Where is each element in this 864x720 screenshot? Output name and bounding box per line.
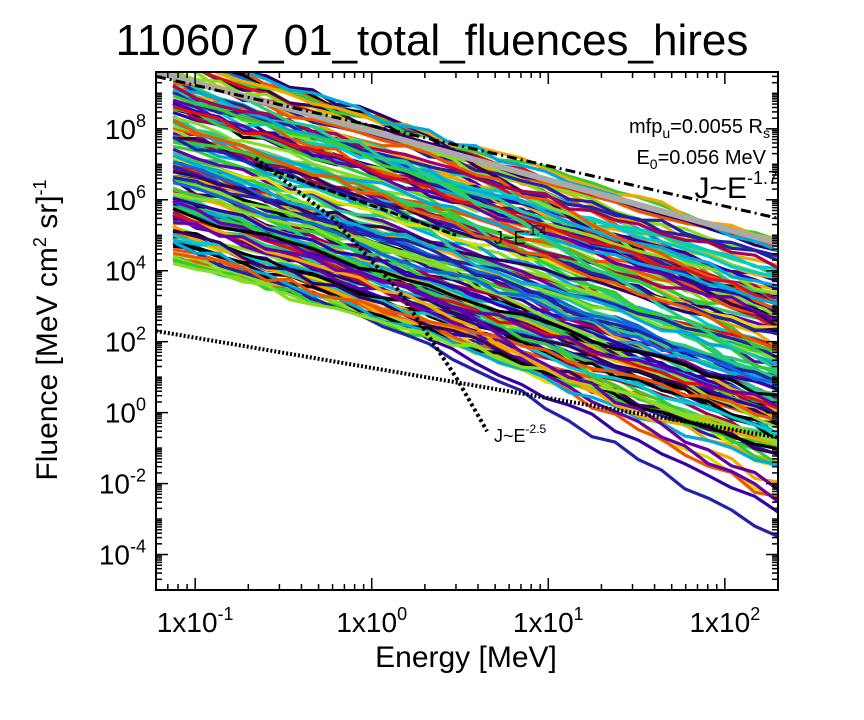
fluence-series-line	[172, 207, 778, 397]
fluence-series-line	[172, 212, 778, 410]
mfp-annotation: mfpu=0.0055 Rs	[629, 116, 770, 141]
e0-annotation: E0=0.056 MeV	[636, 147, 766, 172]
chart-title: 110607_01_total_fluences_hires	[115, 16, 749, 65]
fluence-series-line	[172, 120, 778, 306]
x-tick-label: 1x102	[689, 604, 760, 638]
fluence-series-line	[172, 251, 778, 423]
y-axis-label: Fluence [MeV cm2 sr]-1	[30, 179, 64, 481]
fluence-series-line	[172, 181, 778, 384]
slope-1-4-label: J~E-1.4	[494, 224, 547, 248]
y-tick-labels: 10-4 10-2 100 102 104 106 108	[99, 111, 146, 571]
y-tick-label: 106	[105, 182, 146, 216]
fluence-series-line	[173, 221, 778, 408]
fluence-series-line	[172, 261, 778, 443]
fluence-series-line	[172, 153, 778, 367]
fluence-series-line	[172, 228, 778, 456]
y-tick-label: 102	[105, 324, 146, 358]
y-tick-label: 100	[105, 395, 146, 429]
x-tick-labels: 1x10-1 1x100 1x101 1x102	[157, 604, 760, 638]
fluence-series-line	[172, 174, 778, 443]
fluence-series-line	[172, 154, 778, 405]
fluence-series-line	[172, 88, 778, 295]
axis-ticks	[155, 71, 779, 591]
reference-lines	[156, 72, 778, 440]
fluence-series-line	[172, 118, 778, 352]
slope-1.4-reference	[255, 162, 457, 237]
y-tick-label: 10-2	[99, 466, 146, 500]
x-tick-label: 1x10-1	[157, 604, 234, 638]
slope-1.7-reference	[156, 74, 778, 220]
series-layer	[172, 72, 778, 538]
fluence-series-line	[172, 84, 778, 270]
y-tick-label: 108	[105, 111, 146, 145]
slope-1-7-label: J~E-1.7	[694, 168, 778, 205]
lower-reference	[156, 329, 778, 440]
x-axis-label: Energy [MeV]	[375, 641, 557, 674]
slope-2-5-label: J~E-2.5	[494, 422, 547, 446]
fluence-series-line	[172, 81, 778, 312]
fluence-series-line	[172, 77, 778, 372]
steep-reference	[254, 156, 489, 433]
fluence-series-line	[172, 136, 778, 324]
fluence-series-line	[172, 241, 778, 538]
fluence-series-line	[172, 199, 778, 491]
fluence-series-line	[172, 88, 778, 288]
x-tick-label: 1x100	[336, 604, 407, 638]
y-tick-label: 104	[105, 253, 146, 287]
fluence-series-line	[172, 240, 778, 467]
y-tick-label: 10-4	[99, 537, 146, 571]
fluence-series-line	[172, 99, 778, 308]
x-tick-label: 1x101	[513, 604, 584, 638]
